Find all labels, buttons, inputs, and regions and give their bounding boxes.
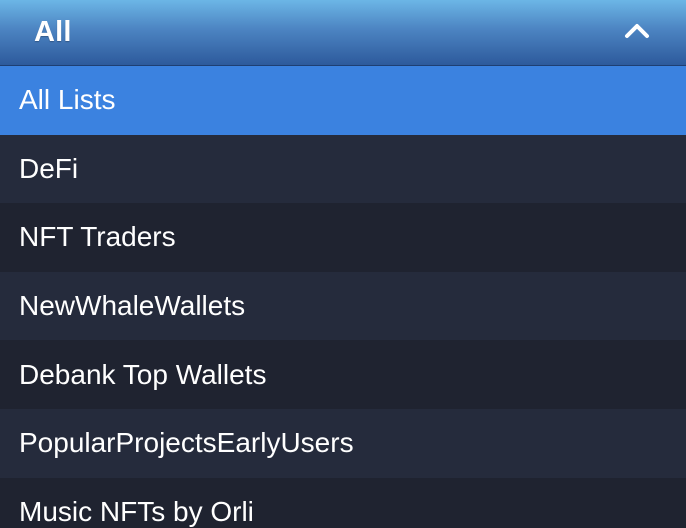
- dropdown-option-label: Music NFTs by Orli: [19, 495, 254, 527]
- dropdown-option-label: DeFi: [19, 152, 79, 184]
- dropdown-option-new-whale-wallets[interactable]: NewWhaleWallets: [0, 271, 686, 341]
- dropdown-option-debank-top-wallets[interactable]: Debank Top Wallets: [0, 340, 686, 409]
- chevron-up-icon[interactable]: [622, 16, 652, 46]
- dropdown-selected-label: All: [34, 16, 72, 48]
- dropdown-option-label: NFT Traders: [19, 221, 176, 253]
- dropdown-option-label: All Lists: [19, 84, 116, 116]
- dropdown-option-popular-projects-early-users[interactable]: PopularProjectsEarlyUsers: [0, 408, 686, 478]
- dropdown-option-all-lists[interactable]: All Lists: [0, 66, 686, 135]
- dropdown-option-defi[interactable]: DeFi: [0, 134, 686, 204]
- dropdown-option-label: PopularProjectsEarlyUsers: [19, 427, 354, 459]
- dropdown-options-list: All Lists DeFi NFT Traders NewWhaleWalle…: [0, 66, 686, 528]
- dropdown-option-label: NewWhaleWallets: [19, 290, 246, 322]
- dropdown-option-nft-traders[interactable]: NFT Traders: [0, 203, 686, 272]
- dropdown-option-label: Debank Top Wallets: [19, 358, 267, 390]
- dropdown-option-music-nfts-by-orli[interactable]: Music NFTs by Orli: [0, 477, 686, 528]
- dropdown-header[interactable]: All: [0, 0, 686, 66]
